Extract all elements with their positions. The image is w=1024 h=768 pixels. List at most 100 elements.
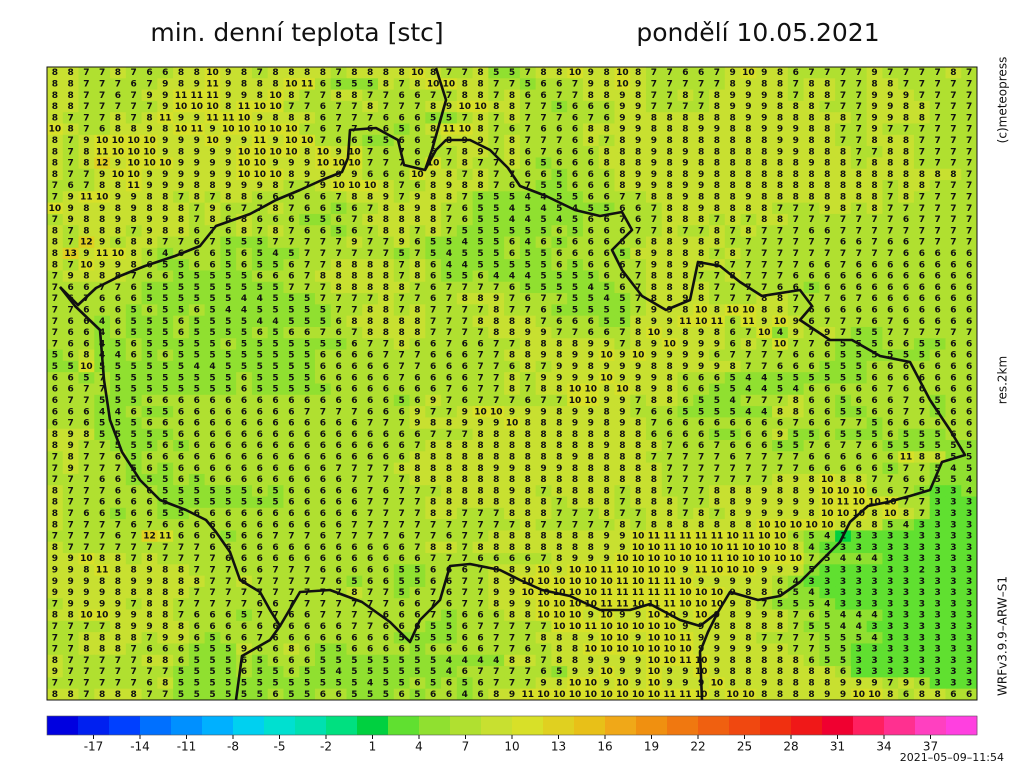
temperature-cell: [409, 100, 426, 113]
temperature-cell: [709, 134, 726, 147]
cell-value: 7: [887, 192, 893, 202]
cell-value: 8: [83, 215, 89, 225]
cell-value: 5: [588, 272, 594, 282]
cell-value: 8: [651, 125, 657, 135]
cell-value: 5: [509, 260, 515, 270]
cell-value: 6: [619, 226, 625, 236]
cell-value: 9: [635, 136, 641, 146]
temperature-cell: [456, 247, 474, 260]
cell-value: 5: [572, 260, 578, 270]
temperature-cell: [141, 191, 158, 204]
cell-value: 8: [603, 91, 609, 101]
cell-value: 8: [777, 113, 783, 123]
cell-value: 6: [525, 294, 531, 304]
temperature-cell: [504, 67, 521, 79]
cell-value: 7: [99, 68, 105, 78]
temperature-cell: [173, 225, 190, 238]
cell-value: 8: [840, 204, 846, 214]
temperature-cell: [835, 123, 852, 136]
cell-value: 6: [288, 215, 294, 225]
cell-value: 5: [272, 294, 278, 304]
temperature-cell: [299, 100, 316, 113]
temperature-cell: [740, 89, 757, 102]
cell-value: 7: [335, 294, 341, 304]
cell-value: 7: [793, 294, 799, 304]
cell-value: 8: [856, 192, 862, 202]
cell-value: 9: [588, 339, 594, 349]
cell-value: 4: [588, 283, 594, 293]
cell-value: 6: [430, 339, 436, 349]
cell-value: 6: [950, 373, 956, 383]
cell-value: 7: [934, 192, 940, 202]
cell-value: 7: [840, 136, 846, 146]
temperature-cell: [62, 225, 80, 238]
cell-value: 7: [934, 238, 940, 248]
cell-value: 6: [887, 272, 893, 282]
cell-value: 9: [635, 79, 641, 89]
temperature-cell: [898, 112, 915, 125]
temperature-cell: [645, 123, 663, 136]
cell-value: 9: [730, 68, 736, 78]
temperature-cell: [709, 247, 726, 260]
cell-value: 7: [856, 159, 862, 169]
cell-value: 8: [178, 68, 184, 78]
cell-value: 4: [446, 249, 452, 259]
cell-value: 5: [525, 204, 531, 214]
cell-value: 5: [178, 272, 184, 282]
temperature-cell: [882, 89, 899, 102]
temperature-cell: [630, 213, 647, 226]
cell-value: 7: [383, 159, 389, 169]
temperature-cell: [740, 146, 757, 158]
cell-value: 5: [304, 317, 310, 327]
cell-value: 10: [458, 125, 471, 135]
cell-value: 6: [588, 170, 594, 180]
cell-value: 7: [367, 204, 373, 214]
cell-value: 7: [556, 91, 562, 101]
cell-value: 6: [793, 68, 799, 78]
temperature-cell: [866, 180, 883, 192]
cell-value: 9: [131, 192, 137, 202]
temperature-cell: [362, 191, 379, 204]
cell-value: 5: [730, 373, 736, 383]
cell-value: 6: [335, 317, 341, 327]
cell-value: 8: [304, 113, 310, 123]
cell-value: 8: [414, 215, 420, 225]
temperature-cell: [756, 191, 773, 204]
temperature-cell: [267, 78, 284, 91]
temperature-cell: [913, 213, 931, 226]
temperature-cell: [488, 225, 505, 238]
cell-value: 6: [351, 226, 357, 236]
temperature-cell: [125, 247, 143, 260]
cell-value: 7: [903, 204, 909, 214]
temperature-cell: [425, 247, 442, 260]
cell-value: 8: [399, 339, 405, 349]
cell-value: 7: [525, 125, 531, 135]
temperature-cell: [283, 67, 300, 79]
temperature-cell: [614, 213, 631, 226]
temperature-cell: [677, 247, 694, 260]
cell-value: 9: [698, 351, 704, 361]
cell-value: 6: [871, 373, 877, 383]
temperature-cell: [614, 134, 631, 147]
temperature-cell: [94, 191, 111, 204]
temperature-cell: [472, 89, 489, 102]
cell-value: 8: [477, 294, 483, 304]
cell-value: 10: [758, 328, 771, 338]
cell-value: 7: [209, 238, 215, 248]
cell-value: 8: [446, 192, 452, 202]
temperature-cell: [94, 89, 111, 102]
temperature-cell: [850, 191, 868, 204]
temperature-cell: [913, 78, 931, 91]
cell-value: 7: [919, 159, 925, 169]
cell-value: 7: [619, 328, 625, 338]
temperature-cell: [188, 259, 206, 271]
cell-value: 10: [348, 159, 361, 169]
cell-value: 9: [730, 91, 736, 101]
cell-value: 6: [887, 238, 893, 248]
cell-value: 8: [871, 159, 877, 169]
cell-value: 7: [824, 102, 830, 112]
temperature-cell: [504, 157, 521, 170]
temperature-cell: [283, 191, 300, 204]
cell-value: 6: [777, 283, 783, 293]
